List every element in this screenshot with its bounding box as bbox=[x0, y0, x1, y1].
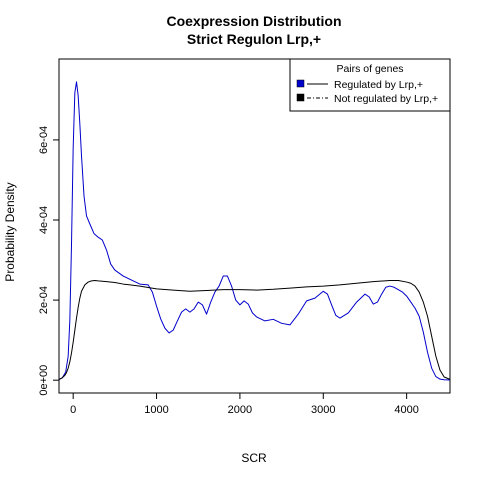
y-tick-label: 2e-04 bbox=[38, 286, 50, 314]
y-axis: 0e+00 2e-04 4e-04 6e-04 bbox=[38, 126, 59, 396]
series-line-regulated bbox=[58, 81, 451, 381]
chart-subtitle: Strict Regulon Lrp,+ bbox=[187, 31, 321, 47]
y-tick-label: 0e+00 bbox=[38, 365, 50, 396]
legend-label-not-regulated: Not regulated by Lrp,+ bbox=[334, 93, 438, 105]
x-tick-label: 2000 bbox=[228, 404, 252, 416]
y-tick-label: 6e-04 bbox=[38, 126, 50, 154]
series-layer bbox=[58, 81, 451, 381]
plot-frame bbox=[58, 58, 451, 394]
x-axis: 0 1000 2000 3000 4000 bbox=[70, 393, 419, 416]
x-tick-label: 0 bbox=[70, 404, 76, 416]
y-tick-label: 4e-04 bbox=[38, 206, 50, 234]
legend-box bbox=[289, 58, 451, 112]
legend: Pairs of genes Regulated by Lrp,+ Not re… bbox=[289, 58, 451, 112]
legend-swatch-regulated bbox=[296, 79, 305, 88]
legend-swatch-not-regulated bbox=[296, 93, 305, 102]
series-line-not-regulated bbox=[58, 279, 451, 380]
legend-title: Pairs of genes bbox=[336, 63, 403, 75]
x-axis-label: SCR bbox=[241, 451, 267, 465]
x-tick-label: 4000 bbox=[394, 404, 418, 416]
x-tick-label: 3000 bbox=[311, 404, 335, 416]
x-tick-label: 1000 bbox=[144, 404, 168, 416]
chart-title: Coexpression Distribution bbox=[166, 13, 341, 29]
legend-label-regulated: Regulated by Lrp,+ bbox=[334, 79, 423, 91]
y-axis-label: Probability Density bbox=[3, 182, 17, 281]
